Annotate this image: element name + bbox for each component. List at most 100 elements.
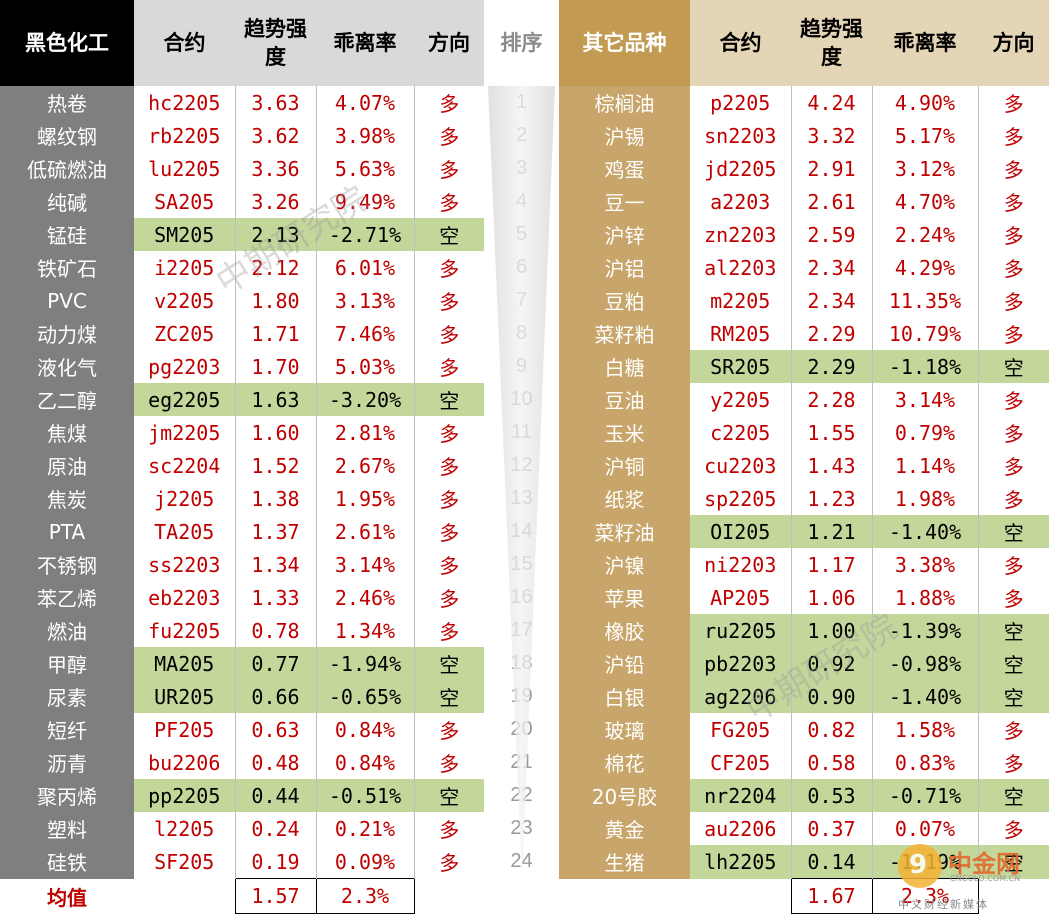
table-row: 焦煤 jm2205 1.60 2.81% 多 11 玉米 c2205 1.55 0.79% 多	[0, 416, 1049, 449]
left-direction-value: 空	[414, 647, 484, 680]
left-contract-code: TA205	[134, 515, 236, 548]
empty-cell	[559, 879, 690, 914]
left-deviation-value: -0.65%	[316, 680, 415, 713]
right-trend-value: 2.29	[791, 350, 873, 383]
left-direction-value: 多	[439, 125, 460, 149]
table-row: 苯乙烯 eb2203 1.33 2.46% 多 16 苹果 AP205 1.06 1.88% 多	[0, 581, 1049, 614]
table-row: 低硫燃油 lu2205 3.36 5.63% 多 3 鸡蛋 jd2205 2.91 3.12% 多	[0, 152, 1049, 185]
right-deviation-value: 3.14%	[872, 383, 979, 416]
right-trend-value: 2.34	[791, 284, 873, 317]
left-deviation-value: 0.84%	[316, 746, 415, 779]
right-commodity-name: 生猪	[559, 845, 690, 879]
left-trend-value: 1.70	[235, 350, 317, 383]
left-direction-value: 多	[439, 323, 460, 347]
right-direction-value: 空	[978, 647, 1049, 680]
left-trend-value: 0.78	[235, 614, 317, 647]
table-row: PTA TA205 1.37 2.61% 多 14 菜籽油 OI205 1.21 -1.40% 空	[0, 515, 1049, 548]
right-commodity-name: 沪锌	[559, 218, 690, 251]
left-commodity-name: 液化气	[0, 350, 134, 383]
left-contract-code: eg2205	[134, 383, 236, 416]
left-commodity-name: PTA	[0, 515, 134, 548]
left-deviation-value: -0.51%	[316, 779, 415, 812]
right-contract-code: jd2205	[690, 152, 792, 185]
right-trend-value: 0.37	[791, 812, 873, 845]
left-direction-value: 多	[439, 92, 460, 116]
left-contract-code: SF205	[134, 845, 236, 879]
right-deviation-value: 1.98%	[872, 482, 979, 515]
right-commodity-name: 纸浆	[559, 482, 690, 515]
left-contract-code: pp2205	[134, 779, 236, 812]
right-commodity-name: 棉花	[559, 746, 690, 779]
right-direction-value: 空	[978, 845, 1049, 879]
left-trend-value: 1.52	[235, 449, 317, 482]
right-contract-code: y2205	[690, 383, 792, 416]
right-commodity-name: 白糖	[559, 350, 690, 383]
table-row: 纯碱 SA205 3.26 9.49% 多 4 豆一 a2203 2.61 4.70% 多	[0, 185, 1049, 218]
right-trend-value: 1.00	[791, 614, 873, 647]
left-direction-value: 多	[439, 554, 460, 578]
right-contract-code: sn2203	[690, 119, 792, 152]
rank-number: 14	[510, 520, 533, 542]
right-deviation-value: -1.40%	[872, 515, 979, 548]
right-trend-value: 1.06	[791, 581, 873, 614]
left-commodity-name: 塑料	[0, 812, 134, 845]
right-trend-value: 0.90	[791, 680, 873, 713]
right-commodity-name: 20号胶	[559, 779, 690, 812]
right-trend-value: 2.29	[791, 317, 873, 350]
left-trend-value: 1.80	[235, 284, 317, 317]
left-contract-code: v2205	[134, 284, 236, 317]
right-commodity-name: 黄金	[559, 812, 690, 845]
left-contract-code: l2205	[134, 812, 236, 845]
right-direction-value: 多	[1003, 191, 1024, 215]
right-commodity-name: 菜籽油	[559, 515, 690, 548]
right-average-deviation: 2.3%	[871, 878, 979, 914]
right-deviation-value: 0.83%	[872, 746, 979, 779]
left-commodity-name: 纯碱	[0, 185, 134, 218]
left-commodity-name: 铁矿石	[0, 251, 134, 284]
right-direction-value: 空	[978, 350, 1049, 383]
left-direction-value: 空	[414, 383, 484, 416]
left-direction-header: 方向	[414, 0, 484, 86]
left-trend-value: 0.66	[235, 680, 317, 713]
table-row: 螺纹钢 rb2205 3.62 3.98% 多 2 沪锡 sn2203 3.32 5.17% 多	[0, 119, 1049, 152]
right-trend-value: 2.61	[791, 185, 873, 218]
table-row: 甲醇 MA205 0.77 -1.94% 空 18 沪铅 pb2203 0.92 -0.98% 空	[0, 647, 1049, 680]
left-deviation-value: 3.98%	[316, 119, 415, 152]
left-contract-code: MA205	[134, 647, 236, 680]
right-average-trend: 1.67	[790, 878, 873, 914]
right-deviation-value: 1.88%	[872, 581, 979, 614]
table-row: PVC v2205 1.80 3.13% 多 7 豆粕 m2205 2.34 11.35% 多	[0, 284, 1049, 317]
left-contract-code: SA205	[134, 185, 236, 218]
left-commodity-name: 锰硅	[0, 218, 134, 251]
right-trend-value: 0.82	[791, 713, 873, 746]
right-commodity-name: 沪铜	[559, 449, 690, 482]
left-direction-value: 多	[439, 191, 460, 215]
rank-number: 16	[510, 586, 533, 608]
right-direction-value: 多	[1003, 554, 1024, 578]
left-category-header: 黑色化工	[0, 0, 134, 86]
right-contract-code: pb2203	[690, 647, 792, 680]
right-trend-value: 4.24	[791, 86, 873, 119]
left-direction-value: 多	[439, 422, 460, 446]
right-commodity-name: 沪铝	[559, 251, 690, 284]
left-trend-value: 1.71	[235, 317, 317, 350]
left-deviation-value: 3.13%	[316, 284, 415, 317]
left-contract-code: j2205	[134, 482, 236, 515]
left-contract-code: SM205	[134, 218, 236, 251]
right-commodity-name: 豆粕	[559, 284, 690, 317]
right-deviation-header: 乖离率	[872, 0, 978, 86]
right-contract-code: lh2205	[690, 845, 792, 879]
right-commodity-name: 玻璃	[559, 713, 690, 746]
right-contract-code: CF205	[690, 746, 792, 779]
right-commodity-name: 棕榈油	[559, 86, 690, 119]
left-deviation-value: -2.71%	[316, 218, 415, 251]
right-deviation-value: 4.90%	[872, 86, 979, 119]
empty-cell	[978, 879, 1049, 914]
table-row: 乙二醇 eg2205 1.63 -3.20% 空 10 豆油 y2205 2.28 3.14% 多	[0, 383, 1049, 416]
table-row: 热卷 hc2205 3.63 4.07% 多 1 棕榈油 p2205 4.24 4.90% 多	[0, 86, 1049, 119]
right-contract-code: au2206	[690, 812, 792, 845]
left-deviation-value: -1.94%	[316, 647, 415, 680]
left-direction-value: 空	[414, 779, 484, 812]
table-row: 沥青 bu2206 0.48 0.84% 多 21 棉花 CF205 0.58 0.83% 多	[0, 746, 1049, 779]
right-category-header: 其它品种	[559, 0, 690, 86]
